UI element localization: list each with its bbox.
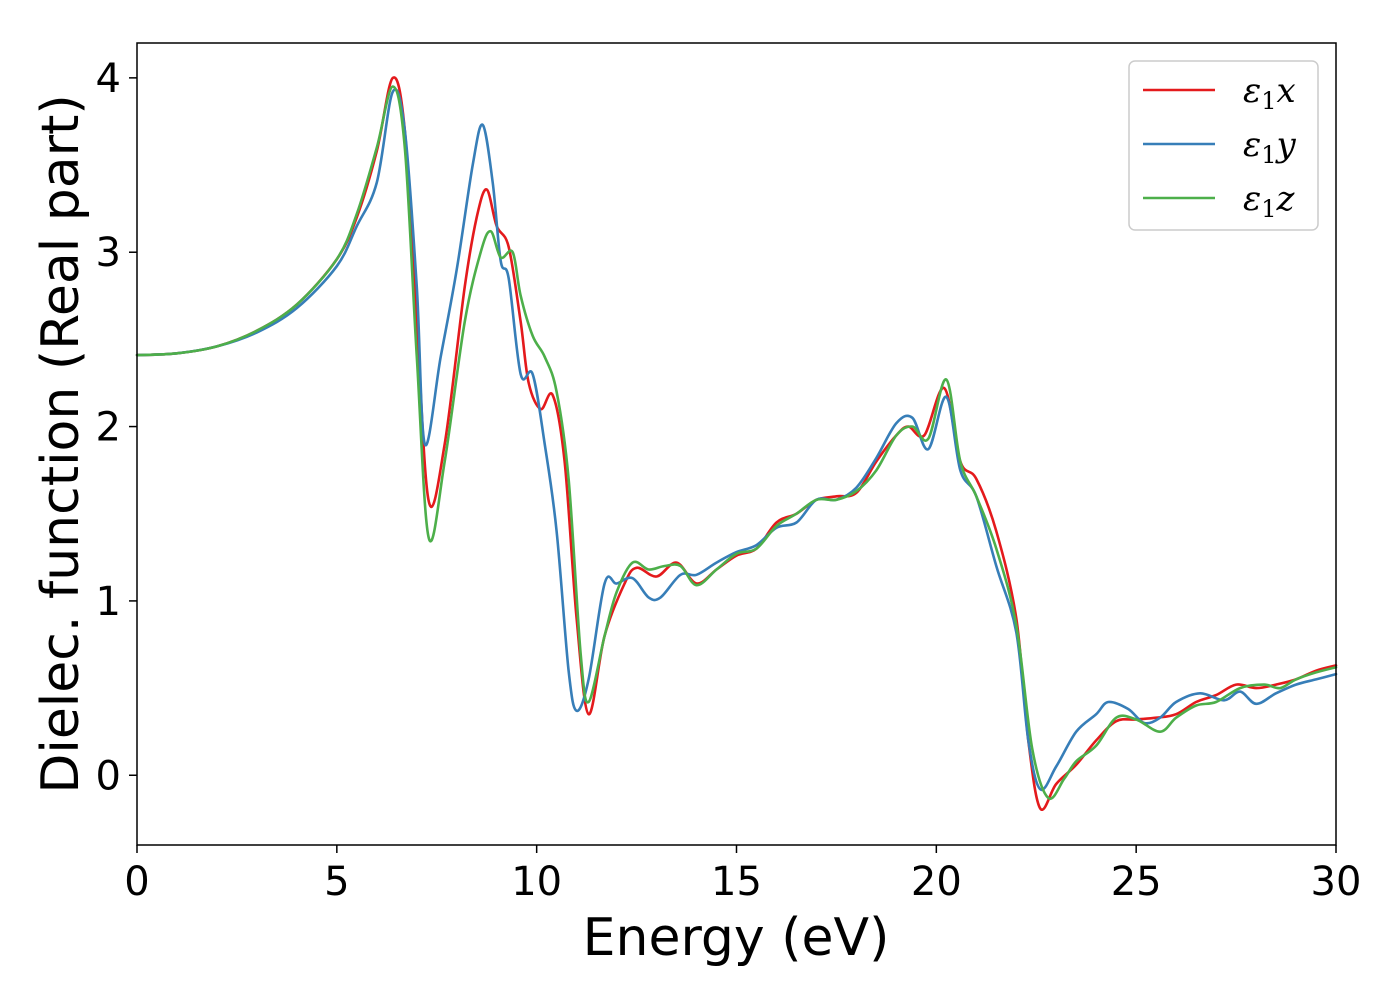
legend: ε1x ε1y ε1z: [1128, 60, 1319, 231]
legend-label-y: ε1y: [1243, 125, 1297, 169]
y-tick-label: 0: [96, 753, 121, 799]
x-tick-label: 25: [1111, 859, 1162, 905]
x-tick-label: 5: [324, 859, 349, 905]
y-tick-label: 4: [96, 56, 121, 102]
x-axis-label: Energy (eV): [583, 908, 890, 968]
series-layer: [135, 76, 1338, 812]
y-tick-label: 3: [96, 230, 121, 276]
x-tick-label: 20: [911, 859, 962, 905]
x-tick-label: 15: [711, 859, 762, 905]
x-tick-label: 0: [124, 859, 149, 905]
x-tick-label: 10: [511, 859, 562, 905]
ticks-layer: 0 5 10 15 20 25 30 0 1 2 3 4: [96, 56, 1362, 905]
legend-label-z: ε1z: [1243, 179, 1296, 223]
legend-box: [1128, 60, 1319, 231]
series-line-z: [135, 85, 1338, 801]
series-line-y: [135, 88, 1338, 792]
y-tick-label: 2: [96, 405, 121, 451]
x-tick-label: 30: [1311, 859, 1362, 905]
y-axis-label: Dielec. function (Real part): [31, 94, 91, 793]
legend-label-x: ε1x: [1243, 71, 1296, 115]
y-tick-label: 1: [96, 579, 121, 625]
